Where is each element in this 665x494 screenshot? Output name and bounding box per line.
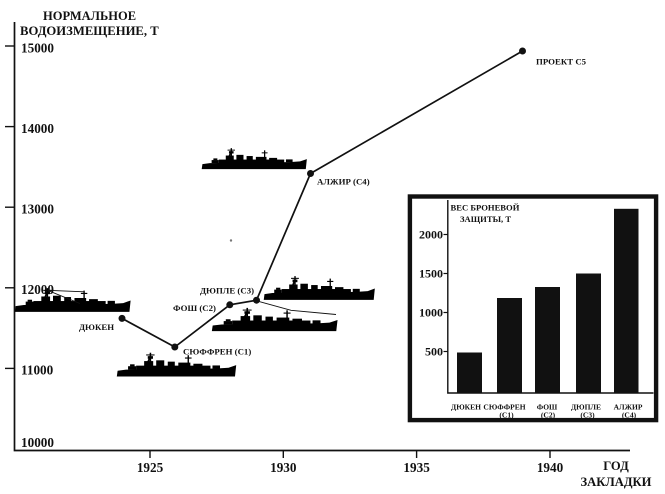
svg-text:ЗАКЛАДКИ: ЗАКЛАДКИ	[581, 475, 652, 489]
svg-text:СЮФФРЕН (С1): СЮФФРЕН (С1)	[183, 347, 251, 357]
svg-text:(С4): (С4)	[622, 411, 637, 420]
svg-text:2000: 2000	[419, 228, 443, 242]
svg-text:15000: 15000	[21, 40, 54, 55]
svg-text:ДЮПЛЕ (С3): ДЮПЛЕ (С3)	[200, 286, 254, 296]
svg-text:1940: 1940	[537, 460, 564, 475]
svg-text:10000: 10000	[21, 435, 54, 450]
svg-text:500: 500	[425, 345, 443, 359]
svg-text:НОРМАЛЬНОЕ: НОРМАЛЬНОЕ	[43, 9, 136, 23]
svg-text:1925: 1925	[137, 460, 164, 475]
svg-text:ДЮПЛЕ: ДЮПЛЕ	[571, 403, 601, 412]
svg-text:14000: 14000	[21, 121, 54, 136]
svg-text:СЮФФРЕН: СЮФФРЕН	[483, 403, 525, 412]
svg-text:ВЕС БРОНЕВОЙ: ВЕС БРОНЕВОЙ	[451, 203, 520, 213]
svg-text:ПРОЕКТ С5: ПРОЕКТ С5	[536, 57, 587, 67]
svg-text:ВОДОИЗМЕЩЕНИЕ, Т: ВОДОИЗМЕЩЕНИЕ, Т	[20, 24, 159, 38]
svg-text:1930: 1930	[270, 460, 297, 475]
svg-text:13000: 13000	[21, 202, 54, 217]
svg-text:ДЮКЕН: ДЮКЕН	[79, 322, 114, 332]
svg-text:ГОД: ГОД	[603, 459, 629, 473]
svg-text:АЛЖИР (С4): АЛЖИР (С4)	[317, 177, 370, 187]
svg-text:ФОШ: ФОШ	[537, 403, 558, 412]
svg-text:(С1): (С1)	[499, 411, 514, 420]
svg-text:ЗАЩИТЫ, Т: ЗАЩИТЫ, Т	[460, 214, 511, 224]
svg-text:АЛЖИР: АЛЖИР	[614, 403, 643, 412]
svg-text:11000: 11000	[21, 363, 54, 378]
svg-text:1500: 1500	[419, 267, 443, 281]
svg-text:1935: 1935	[403, 460, 430, 475]
svg-text:ДЮКЕН: ДЮКЕН	[451, 403, 481, 412]
svg-text:ФОШ (С2): ФОШ (С2)	[173, 303, 216, 313]
svg-text:1000: 1000	[419, 306, 443, 320]
svg-text:(С2): (С2)	[541, 411, 556, 420]
svg-text:12000: 12000	[21, 282, 54, 297]
svg-text:(С3): (С3)	[580, 411, 595, 420]
